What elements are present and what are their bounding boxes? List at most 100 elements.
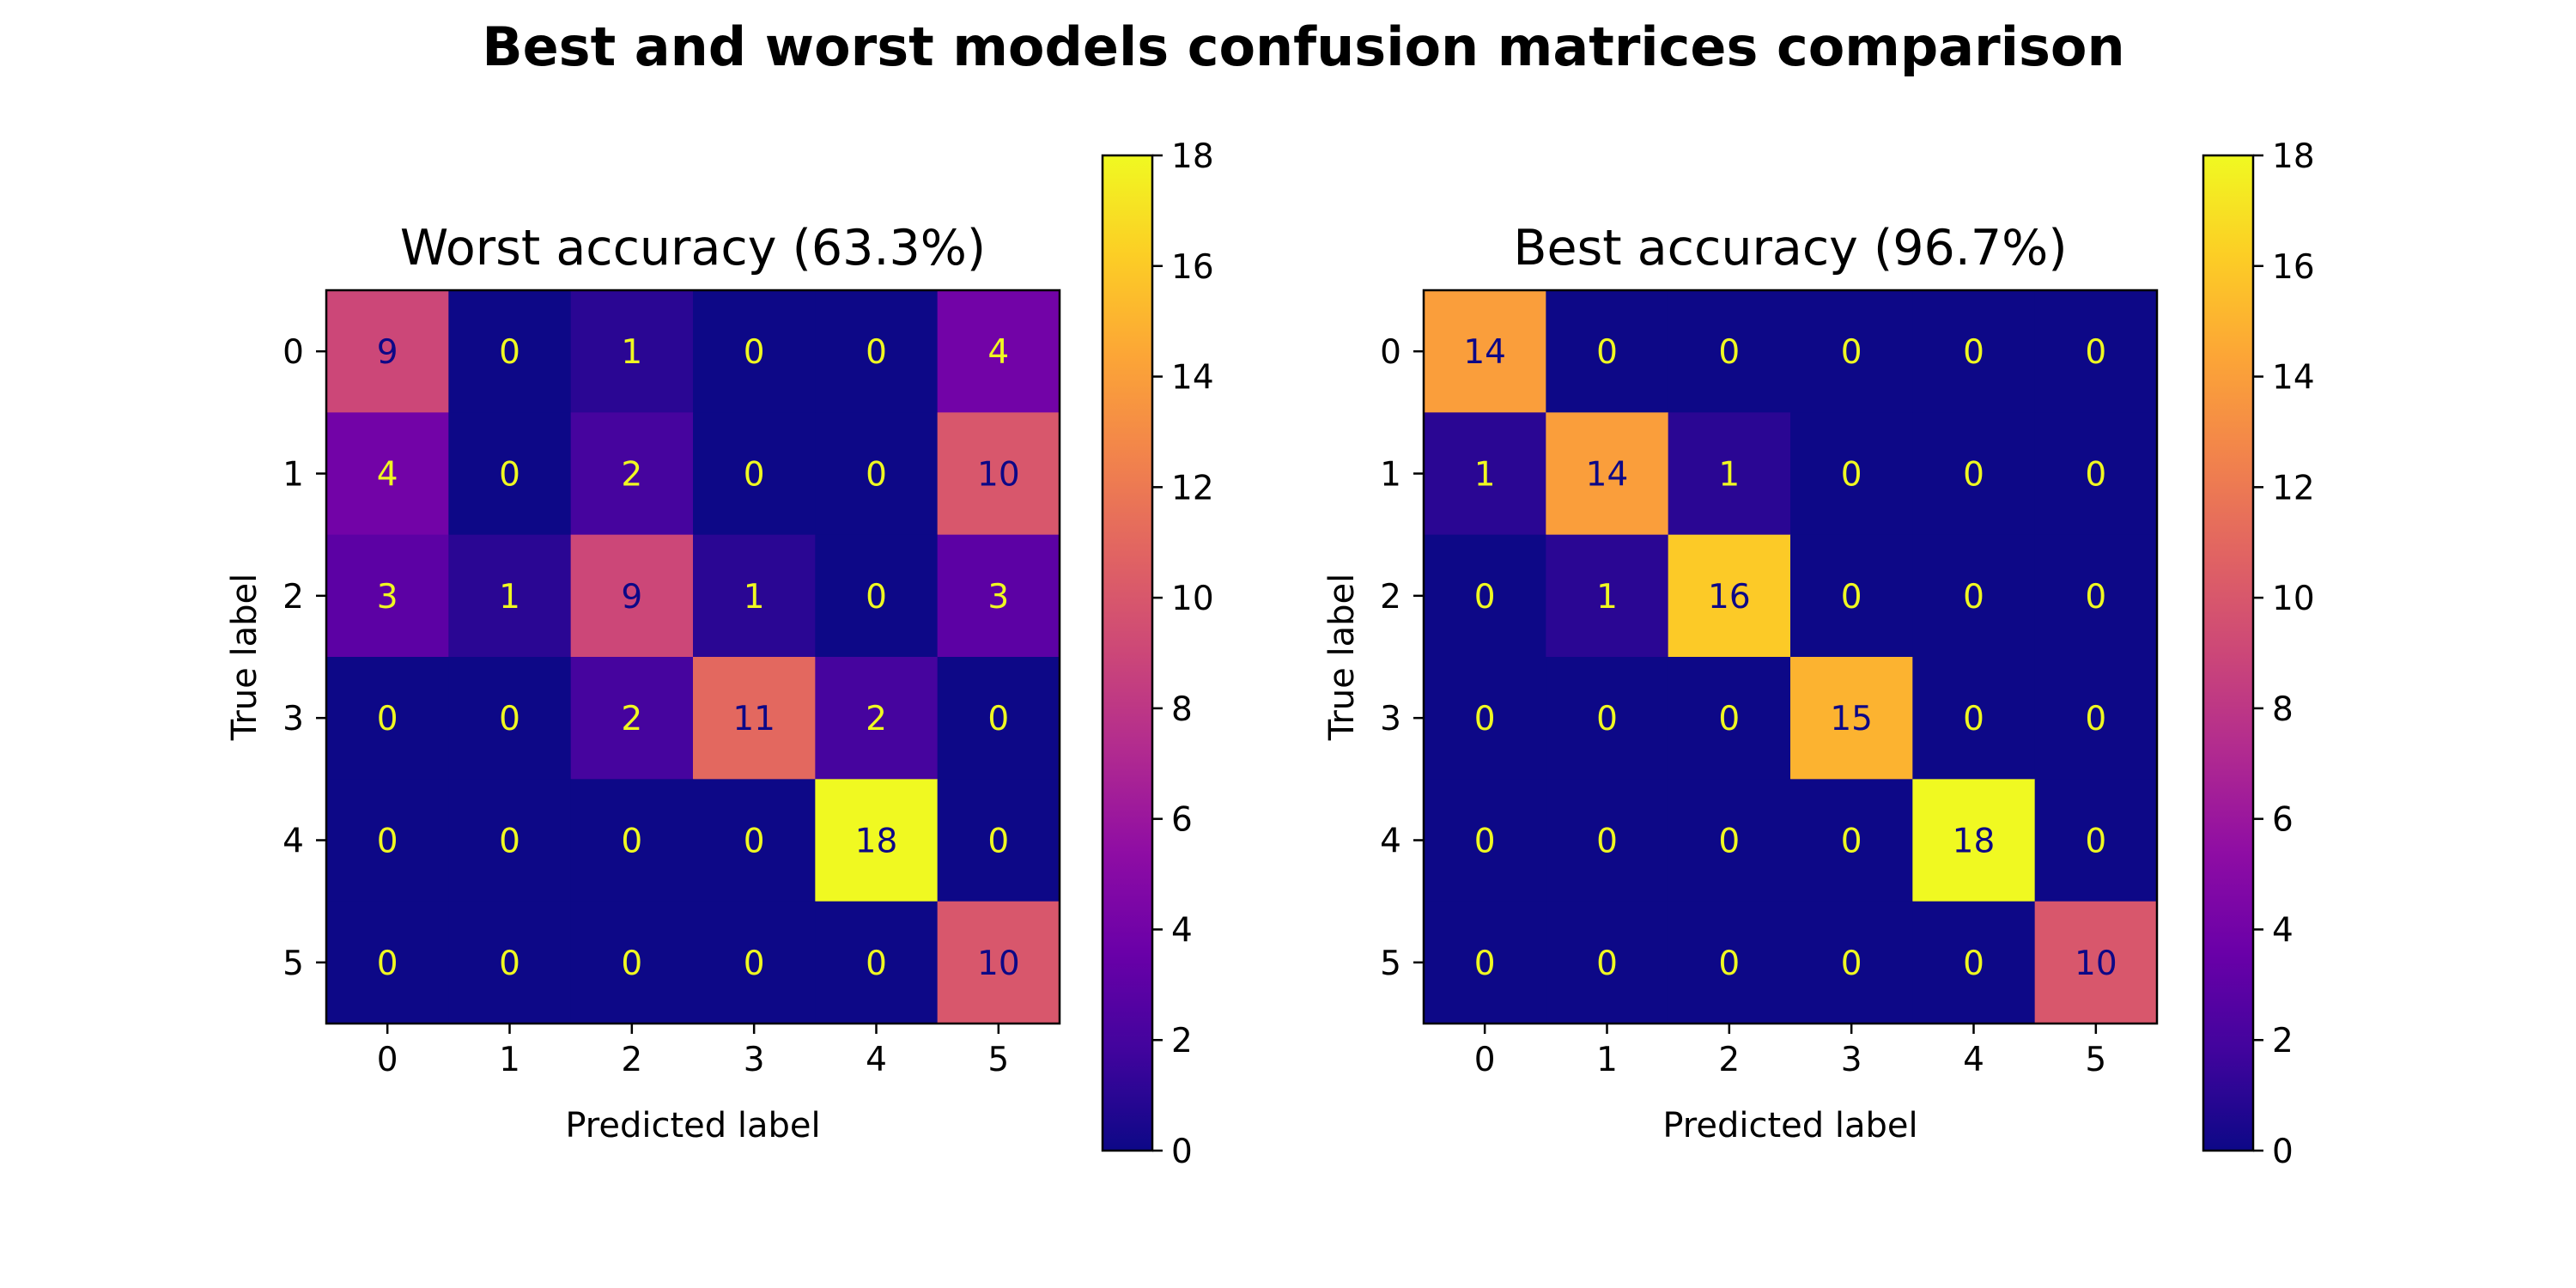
worst-y-tick-label: 0 bbox=[283, 333, 304, 372]
best-cell-4-1 bbox=[1546, 779, 1669, 902]
worst-confusion-matrix: 9 0 1 0 0 44 0 2 0 0 103 1 9 1 0 30 0 2 11 2 00 0 0 0 18 00 0 0 0 0 10… bbox=[225, 137, 1214, 1171]
best-cell-value-0-4: 0 bbox=[1963, 333, 1984, 372]
best-cell-value-1-5: 0 bbox=[2085, 456, 2106, 495]
best-cell-value-3-1: 0 bbox=[1596, 700, 1618, 738]
worst-x-tick-label: 3 bbox=[744, 1041, 765, 1079]
best-cell-value-4-0: 0 bbox=[1474, 823, 1496, 861]
worst-cell-0-0 bbox=[326, 290, 449, 413]
best-y-tick-label: 0 bbox=[1380, 333, 1401, 372]
best-colorbar-tick-label: 4 bbox=[2272, 911, 2293, 950]
worst-colorbar-tick-label: 14 bbox=[1171, 359, 1214, 398]
worst-cell-value-1-2: 2 bbox=[621, 456, 642, 495]
best-cell-0-1 bbox=[1546, 290, 1669, 413]
best-cell-value-4-3: 0 bbox=[1841, 823, 1862, 861]
worst-colorbar bbox=[1101, 154, 1154, 1152]
worst-cell-1-5 bbox=[937, 412, 1060, 536]
worst-plot-frame bbox=[325, 289, 1061, 1025]
best-cell-value-1-0: 1 bbox=[1474, 456, 1496, 495]
worst-cell-value-5-3: 0 bbox=[744, 945, 765, 983]
worst-cell-value-1-3: 0 bbox=[744, 456, 765, 495]
best-cell-value-5-3: 0 bbox=[1841, 945, 1862, 983]
best-cell-5-2 bbox=[1668, 901, 1791, 1024]
worst-cell-value-0-1: 0 bbox=[499, 333, 520, 372]
best-cell-value-2-4: 0 bbox=[1963, 578, 1984, 617]
worst-cell-value-5-4: 0 bbox=[866, 945, 887, 983]
best-cell-value-4-1: 0 bbox=[1596, 823, 1618, 861]
worst-cell-1-0 bbox=[326, 412, 449, 536]
worst-cell-value-3-3: 11 bbox=[732, 700, 775, 738]
worst-y-tick-label: 4 bbox=[283, 823, 304, 861]
worst-cell-3-4 bbox=[815, 657, 939, 780]
best-cell-value-5-1: 0 bbox=[1596, 945, 1618, 983]
best-cell-4-5 bbox=[2034, 779, 2158, 902]
best-cell-value-2-2: 16 bbox=[1708, 578, 1751, 617]
best-colorbar-tick-label: 2 bbox=[2272, 1022, 2293, 1060]
worst-cell-4-2 bbox=[570, 779, 694, 902]
worst-cell-value-4-3: 0 bbox=[744, 823, 765, 861]
best-cell-3-5 bbox=[2034, 657, 2158, 780]
best-cell-value-3-4: 0 bbox=[1963, 700, 1984, 738]
worst-cell-3-0 bbox=[326, 657, 449, 780]
worst-cell-value-1-0: 4 bbox=[377, 456, 398, 495]
best-cell-1-0 bbox=[1424, 412, 1546, 536]
best-cell-value-3-5: 0 bbox=[2085, 700, 2106, 738]
worst-cell-value-0-4: 0 bbox=[866, 333, 887, 372]
worst-cell-5-3 bbox=[693, 901, 816, 1024]
best-cell-1-1 bbox=[1546, 412, 1669, 536]
best-x-axis-label: Predicted label bbox=[1662, 1106, 1917, 1145]
best-confusion-matrix: 14 0 0 0 0 01 14 1 0 0 00 1 16 0 0 00 0 0 15 0 00 0 0 0 18 00 0 0 0 0… bbox=[1322, 137, 2315, 1171]
best-cell-value-4-2: 0 bbox=[1718, 823, 1740, 861]
best-y-tick-label: 4 bbox=[1380, 823, 1401, 861]
worst-cell-value-5-5: 10 bbox=[977, 945, 1020, 983]
best-colorbar-tick-label: 8 bbox=[2272, 690, 2293, 729]
worst-cell-value-4-0: 0 bbox=[377, 823, 398, 861]
best-cell-2-3 bbox=[1790, 534, 1913, 658]
best-cell-value-2-1: 1 bbox=[1596, 578, 1618, 617]
worst-colorbar-tick-label: 4 bbox=[1171, 911, 1193, 950]
worst-cell-2-1 bbox=[448, 534, 572, 658]
best-cell-1-5 bbox=[2034, 412, 2158, 536]
worst-cell-5-0 bbox=[326, 901, 449, 1024]
best-cell-value-5-4: 0 bbox=[1963, 945, 1984, 983]
best-cell-2-0 bbox=[1424, 534, 1546, 658]
best-x-tick-label: 0 bbox=[1474, 1041, 1496, 1079]
best-cell-value-5-5: 10 bbox=[2075, 945, 2117, 983]
worst-cell-value-2-5: 3 bbox=[987, 578, 1009, 617]
worst-cell-value-1-4: 0 bbox=[866, 456, 887, 495]
best-cell-value-3-0: 0 bbox=[1474, 700, 1496, 738]
best-cell-3-2 bbox=[1668, 657, 1791, 780]
best-cell-0-3 bbox=[1790, 290, 1913, 413]
worst-cell-value-2-3: 1 bbox=[744, 578, 765, 617]
worst-cell-3-2 bbox=[570, 657, 694, 780]
worst-cell-value-3-0: 0 bbox=[377, 700, 398, 738]
worst-cell-value-3-1: 0 bbox=[499, 700, 520, 738]
best-colorbar-tick-label: 10 bbox=[2272, 580, 2315, 618]
best-x-tick-label: 4 bbox=[1963, 1041, 1984, 1079]
worst-cell-1-1 bbox=[448, 412, 572, 536]
worst-cell-0-1 bbox=[448, 290, 572, 413]
worst-cell-5-4 bbox=[815, 901, 939, 1024]
worst-cell-2-3 bbox=[693, 534, 816, 658]
best-cell-3-1 bbox=[1546, 657, 1669, 780]
best-x-tick-label: 5 bbox=[2085, 1041, 2106, 1079]
best-cell-3-3 bbox=[1790, 657, 1913, 780]
best-cell-2-1 bbox=[1546, 534, 1669, 658]
best-cell-value-1-4: 0 bbox=[1963, 456, 1984, 495]
worst-cell-1-4 bbox=[815, 412, 939, 536]
best-colorbar-tick-label: 16 bbox=[2272, 248, 2315, 287]
best-cell-2-2 bbox=[1668, 534, 1791, 658]
worst-x-axis-label: Predicted label bbox=[565, 1106, 820, 1145]
worst-colorbar-tick-label: 10 bbox=[1171, 580, 1214, 618]
best-cell-value-0-1: 0 bbox=[1596, 333, 1618, 372]
worst-cell-3-1 bbox=[448, 657, 572, 780]
best-y-axis-label: True label bbox=[1322, 574, 1362, 741]
worst-cell-1-3 bbox=[693, 412, 816, 536]
best-y-tick-label: 5 bbox=[1380, 945, 1401, 983]
best-cell-value-4-4: 18 bbox=[1953, 823, 1996, 861]
best-cell-value-0-5: 0 bbox=[2085, 333, 2106, 372]
worst-y-tick-label: 3 bbox=[283, 700, 304, 738]
worst-cell-value-3-4: 2 bbox=[866, 700, 887, 738]
worst-cell-value-4-2: 0 bbox=[621, 823, 642, 861]
worst-cell-2-2 bbox=[570, 534, 694, 658]
